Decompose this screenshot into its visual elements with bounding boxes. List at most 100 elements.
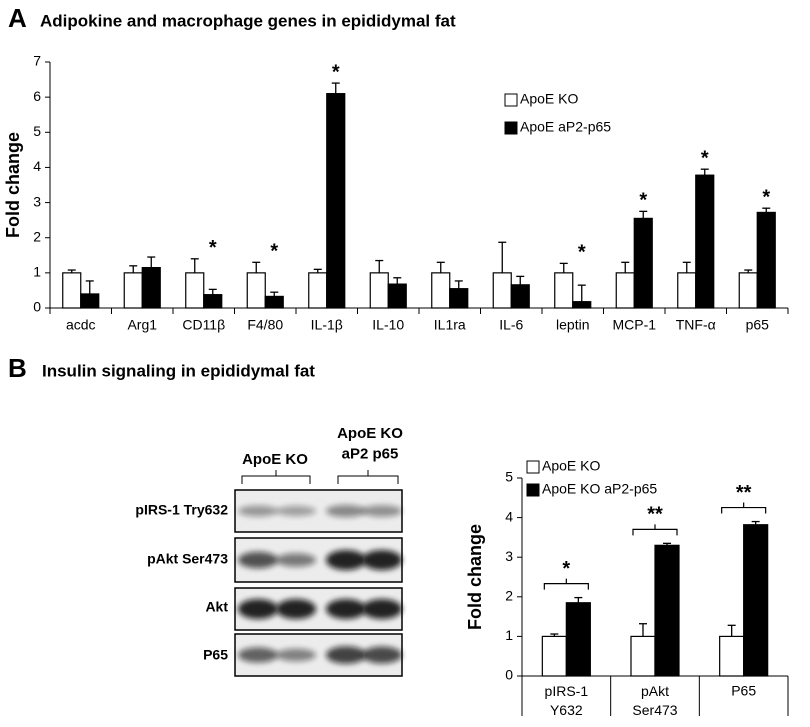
blot-band (238, 505, 278, 517)
blot-band (362, 550, 402, 570)
bar (738, 272, 758, 309)
x-tick-label: Arg1 (127, 317, 157, 333)
significance-label: * (209, 237, 217, 259)
bar (756, 211, 776, 309)
significance-label: * (332, 61, 340, 83)
bar (492, 272, 512, 309)
bar (654, 544, 680, 677)
y-tick-label: 3 (33, 193, 41, 209)
x-tick-label: p65 (746, 317, 770, 333)
significance-label: * (270, 241, 278, 263)
bar (141, 266, 161, 309)
significance-label: ** (736, 482, 752, 504)
x-tick-label: CD11β (182, 317, 225, 333)
x-tick-label: F4/80 (247, 317, 283, 333)
significance-bracket (632, 524, 678, 536)
y-axis-label: Fold change (465, 524, 485, 630)
blot-band (362, 599, 402, 619)
y-tick-label: 4 (505, 508, 513, 524)
y-tick-label: 7 (33, 53, 41, 69)
significance-bracket (543, 578, 589, 590)
bar (449, 288, 469, 309)
bar (565, 602, 591, 677)
bar (185, 272, 205, 309)
bar (695, 174, 715, 309)
significance-label: * (562, 558, 570, 580)
blot-band (238, 647, 278, 663)
bar (554, 272, 574, 309)
bar (510, 284, 530, 309)
bar (264, 295, 284, 309)
bar (369, 272, 389, 309)
blot-band (276, 599, 316, 619)
blot-group: ApoE KO aP2 p65 (337, 425, 403, 462)
x-tick-label: leptin (556, 317, 589, 333)
blot-bracket (241, 470, 399, 484)
blot-row-label: Akt (205, 599, 228, 615)
legend-label: ApoE KO (542, 458, 600, 474)
x-tick-label: pAkt Ser473 (632, 683, 677, 718)
blot-band (326, 646, 366, 664)
legend-label: ApoE aP2-p65 (520, 119, 611, 135)
y-tick-label: 2 (505, 588, 513, 604)
legend-swatch (526, 460, 540, 474)
y-tick-label: 5 (33, 123, 41, 139)
x-tick-label: MCP-1 (612, 317, 656, 333)
significance-label: * (762, 186, 770, 208)
significance-label: ** (647, 504, 663, 526)
bar (677, 272, 697, 309)
blot-image (234, 489, 403, 677)
bar (326, 93, 346, 309)
x-tick-label: IL-1β (311, 317, 343, 333)
blot-band (326, 504, 366, 518)
bar (123, 272, 143, 309)
y-tick-label: 2 (33, 228, 41, 244)
y-tick-label: 1 (505, 627, 513, 643)
bar (615, 272, 635, 309)
legend-label: ApoE KO (520, 91, 578, 107)
blot-row-label: P65 (203, 647, 228, 663)
panel-letter: A (8, 3, 27, 33)
legend-swatch (526, 483, 540, 497)
blot-band (238, 551, 278, 569)
significance-label: * (578, 242, 586, 264)
x-tick-label: IL-10 (372, 317, 404, 333)
bar (431, 272, 451, 309)
bar (308, 272, 328, 309)
bar (80, 293, 100, 309)
y-tick-label: 3 (505, 548, 513, 564)
x-tick-label: IL-6 (499, 317, 523, 333)
x-tick-label: pIRS-1 Y632 (545, 683, 589, 718)
legend-swatch (504, 121, 518, 135)
blot-row-label: pIRS-1 Try632 (135, 502, 228, 518)
y-tick-label: 4 (33, 158, 41, 174)
blot-band (362, 505, 402, 517)
significance-label: * (639, 190, 647, 212)
significance-bracket (721, 502, 767, 514)
blot-row-label: pAkt Ser473 (147, 551, 228, 567)
y-tick-label: 1 (33, 264, 41, 280)
bar (719, 635, 745, 677)
y-tick-label: 5 (505, 469, 513, 485)
panel-title: Adipokine and macrophage genes in epidid… (40, 11, 456, 30)
x-tick-label: acdc (66, 317, 96, 333)
blot-band (326, 550, 366, 570)
y-tick-label: 0 (505, 667, 513, 683)
legend-swatch (504, 93, 518, 107)
y-axis-label: Fold change (3, 132, 23, 238)
blot-band (276, 505, 316, 517)
x-tick-label: IL1ra (434, 317, 466, 333)
panel-letter: B (8, 353, 27, 383)
bar (572, 301, 592, 309)
x-tick-label: P65 (731, 683, 756, 699)
bar (541, 635, 567, 677)
y-tick-label: 6 (33, 88, 41, 104)
bar (387, 283, 407, 309)
bar (743, 524, 769, 677)
bar (203, 294, 223, 309)
bar (630, 635, 656, 677)
blot-band (276, 648, 316, 662)
significance-label: * (701, 147, 709, 169)
bar (633, 217, 653, 309)
